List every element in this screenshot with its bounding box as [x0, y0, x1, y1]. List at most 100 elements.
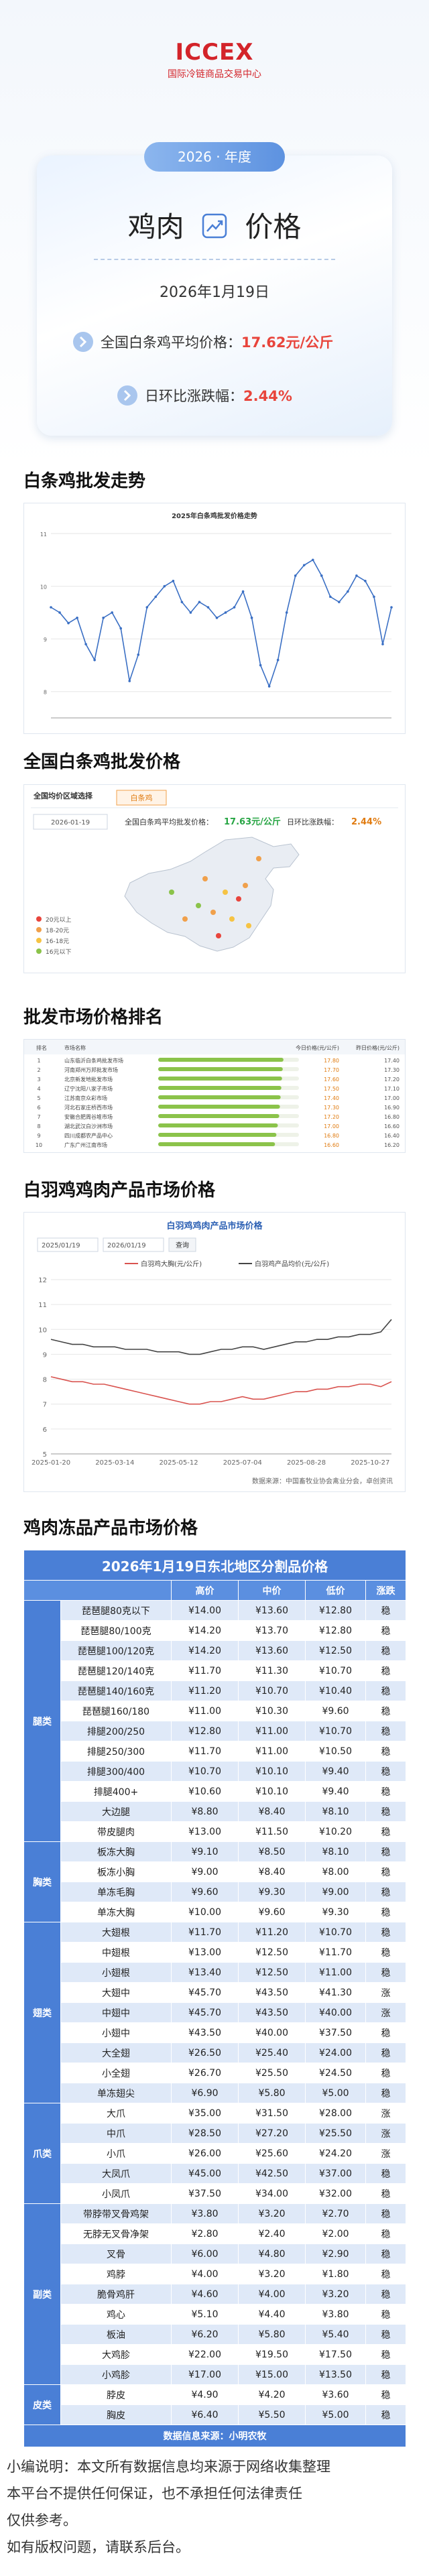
cell: ¥5.10: [171, 2304, 239, 2325]
point: [50, 606, 52, 609]
price-table-wrap: 2026年1月19日东北地区分割品价格 高价 中价 低价 涨跌 腿类 琵琶腿80克以下 ¥14…: [23, 1550, 407, 2447]
cell: ¥8.10: [305, 1801, 366, 1822]
rank: 8: [37, 1123, 40, 1129]
rank: 4: [37, 1086, 40, 1092]
data-row: 大翅中 ¥45.70 ¥43.50 ¥41.30 涨: [24, 1982, 407, 2003]
cell: 涨: [365, 2123, 407, 2144]
today-price: 16.80: [324, 1133, 339, 1139]
header-cell: 高价: [171, 1580, 239, 1601]
today-price: 17.20: [324, 1114, 339, 1120]
cell: 小全翅: [60, 2063, 172, 2083]
avg-row: 全国白条鸡平均价格：17.62元/公斤: [72, 331, 333, 353]
data-row: 中爪 ¥28.50 ¥27.20 ¥25.50 涨: [24, 2123, 407, 2144]
cell: ¥45.70: [171, 1982, 239, 2003]
change-label: 日环比涨跌幅：: [145, 388, 243, 404]
cell: ¥10.00: [171, 1902, 239, 1922]
cell: ¥5.00: [305, 2404, 366, 2425]
cell: 稳: [365, 1841, 407, 1862]
point: [111, 611, 113, 614]
previous-price: 17.00: [384, 1095, 400, 1101]
cell: ¥10.30: [238, 1701, 306, 1721]
cell: ¥26.50: [171, 2042, 239, 2063]
cell: ¥11.00: [171, 1701, 239, 1721]
card-date: 2026年1月19日: [160, 284, 269, 301]
cell: ¥27.20: [238, 2123, 306, 2144]
data-row: 琵琶腿140/160克 ¥11.20 ¥10.70 ¥10.40 稳: [24, 1680, 407, 1701]
avg-label: 全国白条鸡平均批发价格：: [125, 817, 213, 826]
cell: 稳: [365, 1600, 407, 1621]
point: [302, 564, 306, 566]
cell: 稳: [365, 2042, 407, 2063]
x-tick-label: 2025-01-20: [32, 1459, 70, 1467]
point: [58, 611, 61, 614]
point: [338, 601, 341, 603]
data-row: 单冻毛胸 ¥9.60 ¥9.30 ¥9.00 稳: [24, 1882, 407, 1902]
data-row: 单冻大胸 ¥10.00 ¥9.60 ¥9.30 稳: [24, 1902, 407, 1922]
header-row: 高价 中价 低价 涨跌: [23, 1580, 407, 1601]
cell: ¥9.30: [305, 1902, 366, 1922]
cell: 稳: [365, 1701, 407, 1721]
column-header: 排名: [36, 1044, 47, 1051]
cell: ¥26.00: [171, 2143, 239, 2164]
previous-price: 17.40: [384, 1058, 400, 1064]
cell: 稳: [365, 2223, 407, 2244]
cell: ¥5.00: [305, 2083, 366, 2103]
legend-label: 16-18元: [46, 938, 69, 945]
date-input[interactable]: [37, 1237, 99, 1252]
previous-price: 17.10: [384, 1086, 400, 1092]
legend-label: 白羽鸡产品均价(元/公斤): [255, 1260, 329, 1268]
cell: ¥6.00: [171, 2244, 239, 2264]
x-tick-label: 2025-05-12: [159, 1459, 198, 1467]
rank: 6: [37, 1105, 40, 1111]
data-row: 胸类 板冻大胸 ¥9.10 ¥8.50 ¥8.10 稳: [23, 1841, 407, 1922]
cell: 稳: [365, 1640, 407, 1661]
cell: 稳: [365, 1821, 407, 1842]
cell: ¥42.50: [238, 2163, 306, 2184]
cell: ¥11.00: [238, 1741, 306, 1762]
cell: 排腿250/300: [60, 1741, 172, 1762]
point: [76, 616, 78, 619]
cell: ¥10.70: [238, 1680, 306, 1701]
point: [320, 574, 323, 577]
cell: ¥3.60: [305, 2384, 366, 2405]
x-tick-label: 2025-07-04: [223, 1459, 262, 1467]
region-label: 全国均价区域选择: [33, 791, 93, 800]
tab[interactable]: [116, 790, 167, 806]
data-row: 脆骨鸡肝 ¥4.60 ¥4.00 ¥3.20 稳: [24, 2284, 407, 2305]
cell: ¥11.50: [238, 1821, 306, 1842]
cell: 稳: [365, 2384, 407, 2405]
series-line: [50, 559, 392, 688]
date-input[interactable]: [103, 1237, 164, 1252]
summary-card: [37, 156, 392, 436]
header-bg: [24, 1040, 405, 1054]
data-row: 大边腿 ¥8.80 ¥8.40 ¥8.10 稳: [24, 1801, 407, 1822]
bar: [158, 1123, 278, 1127]
cell: ¥19.50: [238, 2344, 306, 2365]
footer-line: 小编说明：本文所有数据信息均来源于网络收集整理: [7, 2459, 330, 2475]
cell: ¥4.20: [238, 2384, 306, 2405]
y-tick-label: 11: [40, 532, 47, 538]
cell: ¥40.00: [305, 2002, 366, 2023]
ranking-chart: 排名 市场名称 今日价格(元/公斤) 昨日价格(元/公斤) 1 山东临沂白条鸡批发市场 17…: [24, 1040, 405, 1148]
market-name: 安徽合肥周谷堆市场: [64, 1113, 113, 1120]
bar: [158, 1133, 277, 1137]
cell: ¥11.20: [171, 1680, 239, 1701]
cell: ¥32.00: [305, 2183, 366, 2204]
change-row: 日环比涨跌幅：2.44%: [117, 385, 292, 407]
card-title: 鸡肉 价格: [0, 204, 429, 245]
x-tick-label: 2025-08-28: [287, 1459, 326, 1467]
cell: ¥13.00: [171, 1821, 239, 1842]
point: [224, 611, 227, 614]
cell: 鸡脖: [60, 2264, 172, 2284]
date-input[interactable]: [33, 814, 108, 830]
map-panel: 全国均价区域选择 白条鸡 2026-01-19 全国白条鸡平均批发价格： 17.…: [23, 784, 406, 973]
market-name: 河南郑州万邦批发市场: [64, 1066, 118, 1073]
market-name: 北京新发地批发市场: [64, 1076, 113, 1083]
market-name: 湖北武汉白沙洲市场: [64, 1123, 113, 1129]
data-row: 叉骨 ¥6.00 ¥4.80 ¥2.90 稳: [24, 2244, 407, 2264]
line-chart: 白羽鸡鸡肉产品市场价格 2025/01/19 2026/01/19 查询 数据来…: [32, 1221, 393, 1485]
cell: ¥11.70: [305, 1942, 366, 1963]
section-title: 鸡肉冻品产品市场价格: [23, 1518, 198, 1538]
query-button[interactable]: [168, 1237, 196, 1252]
cell: ¥26.70: [171, 2063, 239, 2083]
